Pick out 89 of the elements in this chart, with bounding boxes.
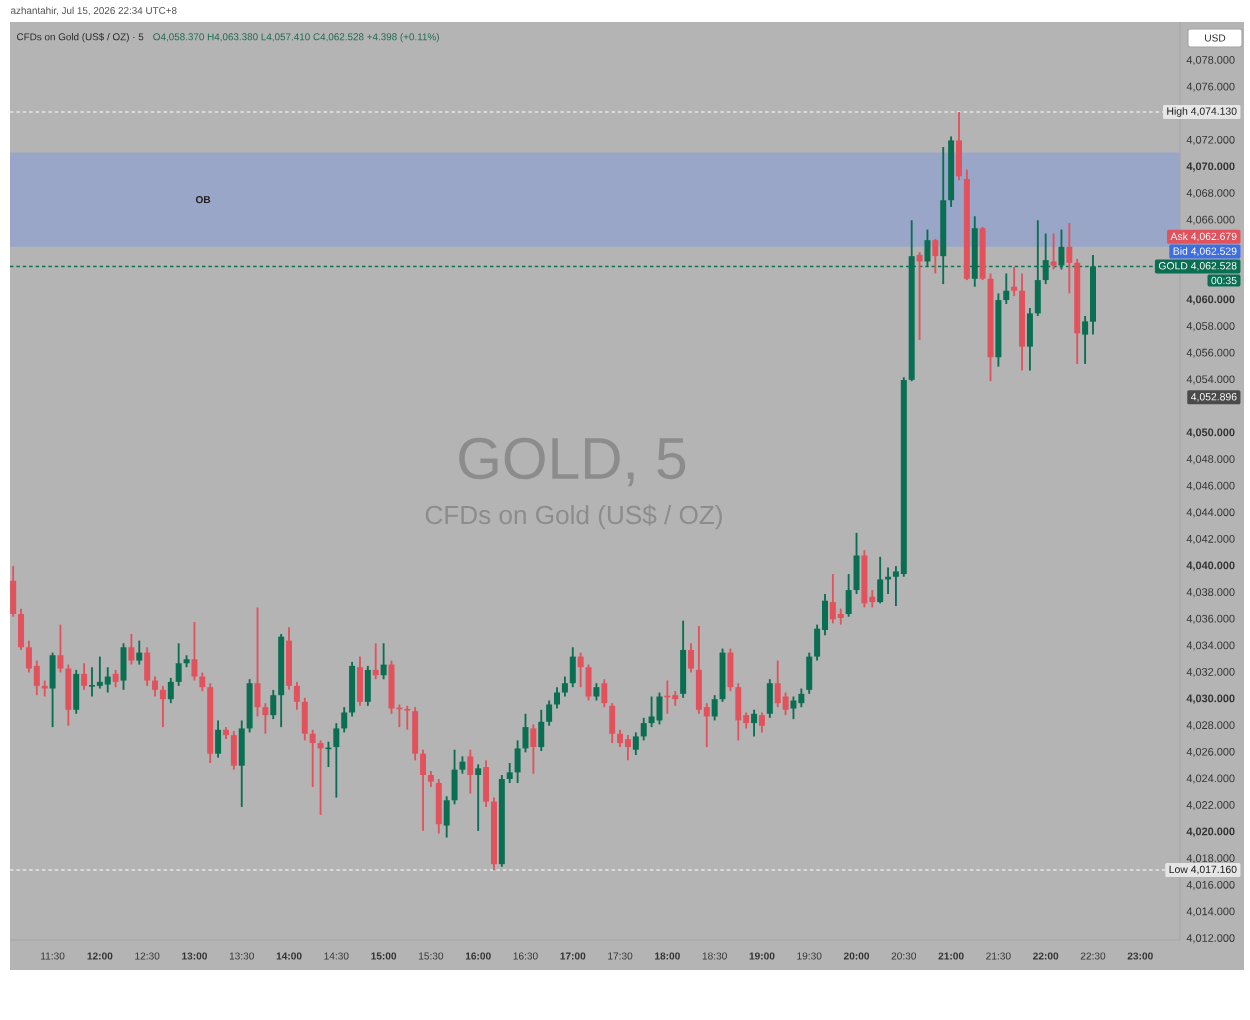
candlestick: [159, 684, 166, 729]
candlestick: [372, 642, 379, 681]
candlestick: [585, 663, 592, 702]
candlestick: [829, 573, 836, 625]
candlestick: [199, 671, 206, 693]
candlestick: [546, 699, 553, 727]
candlestick: [270, 688, 277, 721]
candlestick: [774, 659, 781, 709]
candlestick: [96, 655, 103, 690]
candlestick: [435, 778, 442, 835]
candlestick: [916, 251, 923, 341]
candlestick: [57, 623, 64, 674]
candlestick: [120, 642, 127, 691]
candlestick: [1066, 221, 1073, 295]
candlestick: [554, 686, 561, 710]
candlestick: [356, 655, 363, 707]
candlestick: [167, 676, 174, 705]
candlestick: [1050, 232, 1057, 271]
candlestick: [853, 531, 860, 596]
candlestick: [317, 739, 324, 816]
candlestick: [577, 651, 584, 689]
candlestick: [735, 682, 742, 742]
candlestick: [349, 660, 356, 718]
candlestick: [73, 668, 80, 715]
candlestick: [175, 642, 182, 687]
candlestick: [483, 759, 490, 808]
candlestick: [648, 695, 655, 729]
candlestick: [301, 696, 308, 742]
candlestick: [467, 748, 474, 795]
candlestick: [727, 647, 734, 693]
candlestick: [152, 675, 159, 698]
candlestick: [403, 704, 412, 731]
candlestick: [695, 625, 702, 715]
candlestick: [719, 647, 726, 703]
candlestick: [932, 237, 939, 275]
candlestick: [215, 719, 222, 759]
candlestick: [609, 702, 616, 745]
candlestick: [380, 642, 387, 681]
candlestick: [751, 708, 758, 738]
candlestick: [364, 664, 371, 707]
candlestick: [341, 706, 348, 734]
candlestick: [104, 666, 111, 694]
candlestick: [286, 626, 293, 691]
candlestick: [136, 639, 143, 666]
candlestick: [782, 691, 789, 717]
candlestick: [451, 748, 458, 806]
candlestick: [88, 666, 96, 698]
candlestick: [632, 731, 639, 756]
candlestick: [877, 555, 884, 605]
candlestick: [955, 111, 962, 182]
candlestick: [766, 678, 773, 719]
candlestick: [49, 651, 56, 729]
candlestick: [128, 633, 135, 666]
candlestick: [1026, 307, 1033, 372]
candlestick: [1003, 272, 1010, 305]
candlestick: [569, 646, 576, 689]
candlestick: [420, 748, 427, 832]
candlestick: [680, 619, 687, 699]
candlestick: [688, 642, 694, 674]
candlestick: [246, 678, 253, 734]
candlestick: [806, 651, 813, 695]
candlestick: [230, 730, 237, 771]
candlestick: [561, 675, 568, 698]
candlestick: [640, 716, 647, 742]
candlestick: [412, 706, 419, 762]
candlestick: [293, 680, 300, 711]
candlestick: [144, 646, 151, 687]
candlestick: [601, 678, 608, 709]
candlestick: [845, 573, 852, 618]
candlestick: [624, 734, 631, 762]
candlestick: [191, 621, 198, 682]
candlestick: [506, 762, 513, 784]
candlestick: [758, 711, 765, 734]
candlestick: [333, 722, 340, 799]
candlestick: [1011, 265, 1018, 298]
candlestick: [656, 691, 663, 726]
candlestick: [18, 607, 25, 651]
candlestick: [388, 659, 395, 715]
candlestick: [530, 723, 537, 775]
candlestick: [711, 694, 718, 722]
candlestick: [81, 662, 88, 691]
candlestick: [238, 719, 245, 808]
candlestick: [65, 663, 72, 727]
candlestick: [309, 728, 316, 788]
candlestick: [475, 763, 482, 832]
candlestick: [861, 549, 868, 609]
candlestick: [538, 708, 545, 752]
candlestick: [798, 687, 805, 709]
candlestick: [443, 795, 450, 839]
